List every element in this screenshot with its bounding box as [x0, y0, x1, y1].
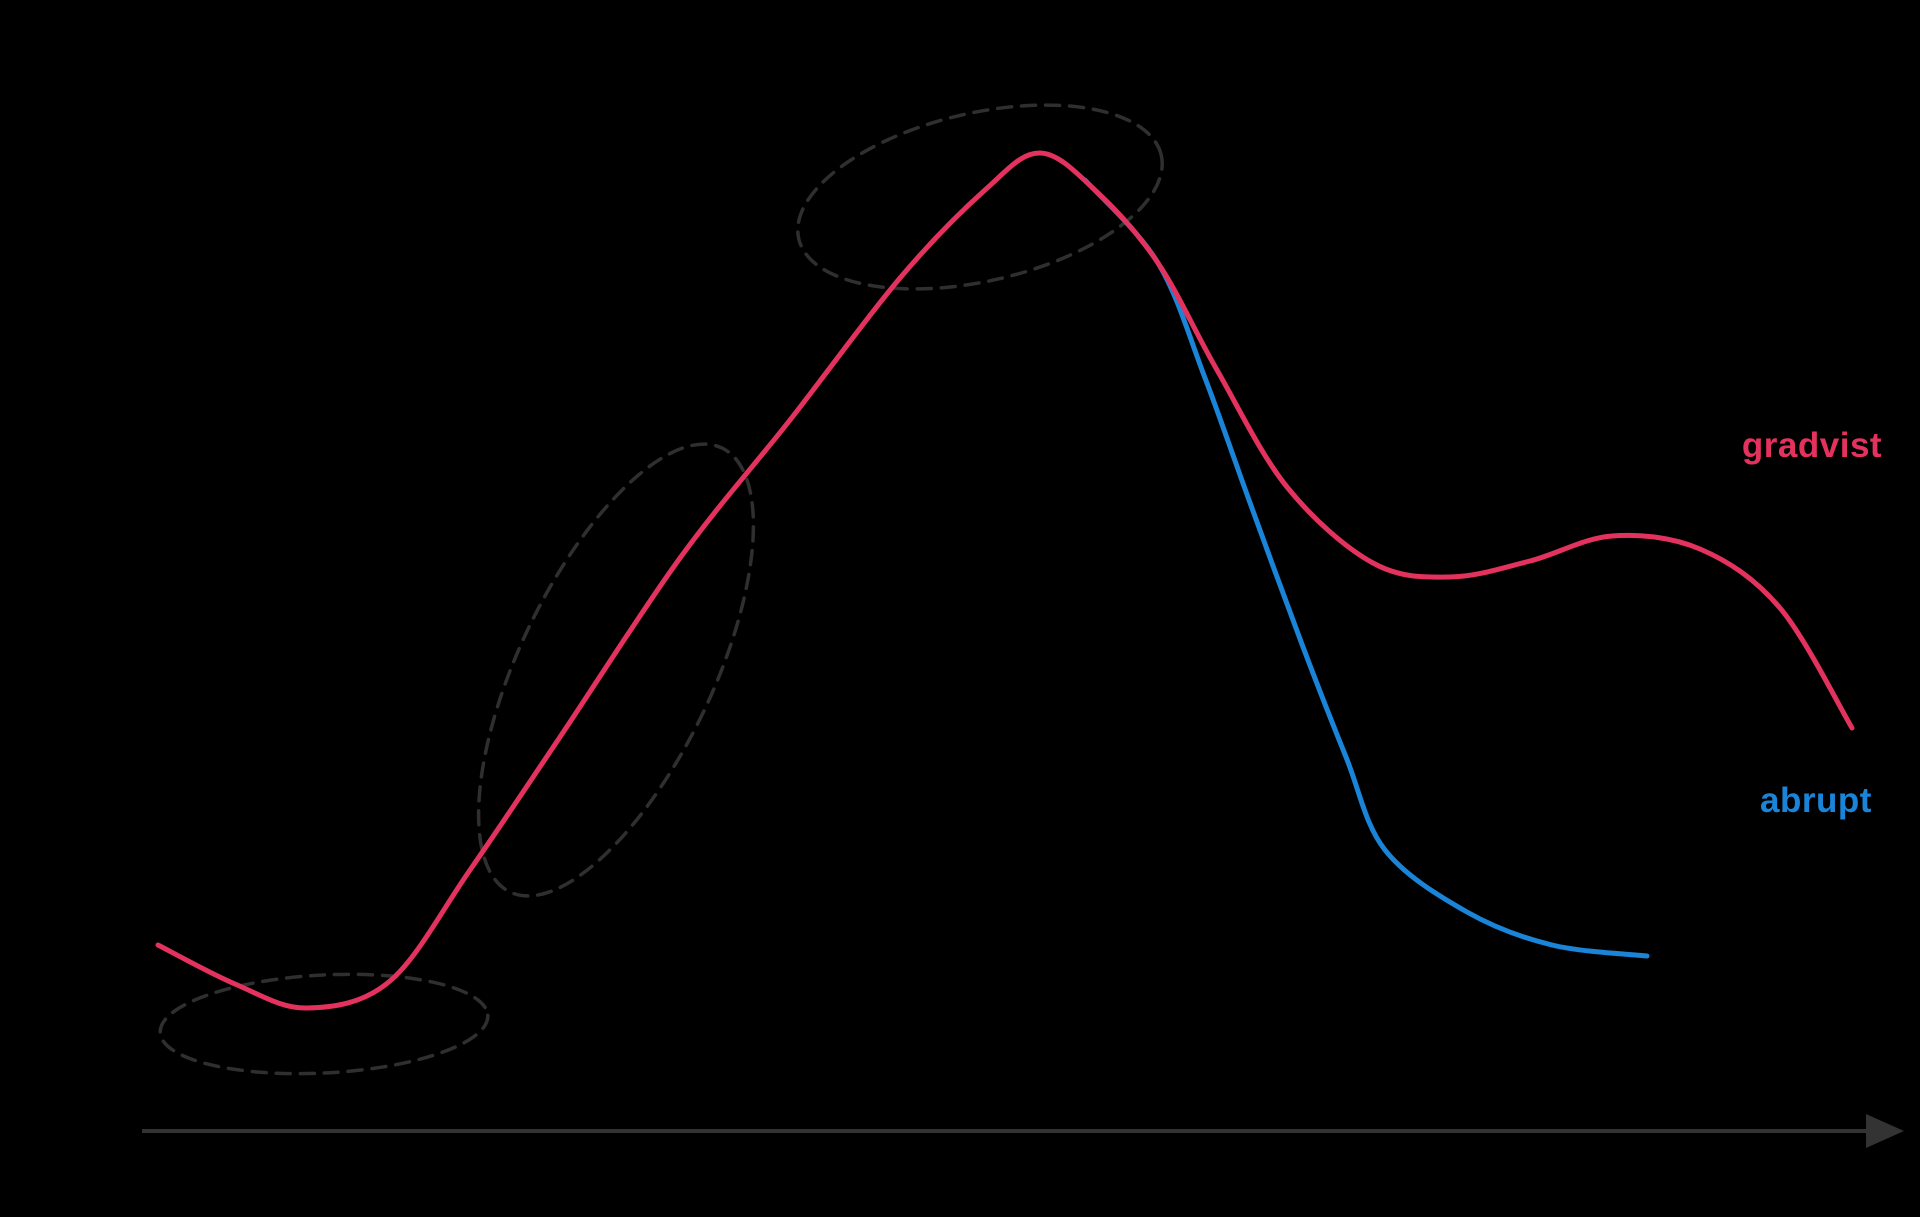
x-axis-arrowhead-icon: [1866, 1114, 1904, 1148]
annotation-ellipse-peak: [796, 103, 1164, 291]
annotation-ellipse-rise: [476, 442, 756, 898]
series-path-gradvist: [155, 150, 1855, 1011]
series-label-gradvist: gradvist: [1742, 426, 1882, 465]
series-label-abrupt: abrupt: [1760, 781, 1872, 820]
annotation-ellipse-dip: [158, 972, 490, 1076]
series-path-abrupt: [1082, 177, 1650, 959]
